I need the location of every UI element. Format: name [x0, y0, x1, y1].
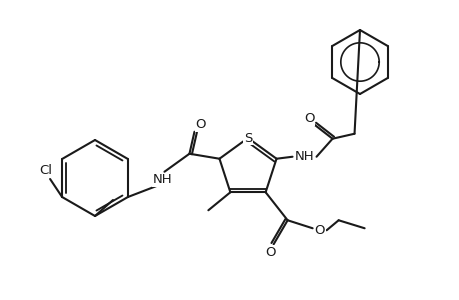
Text: S: S — [243, 131, 252, 145]
Text: Cl: Cl — [39, 164, 52, 178]
Text: O: O — [265, 246, 275, 259]
Text: NH: NH — [152, 173, 172, 186]
Text: NH: NH — [294, 150, 313, 163]
Text: O: O — [303, 112, 314, 125]
Text: O: O — [313, 224, 324, 237]
Text: O: O — [195, 118, 205, 131]
